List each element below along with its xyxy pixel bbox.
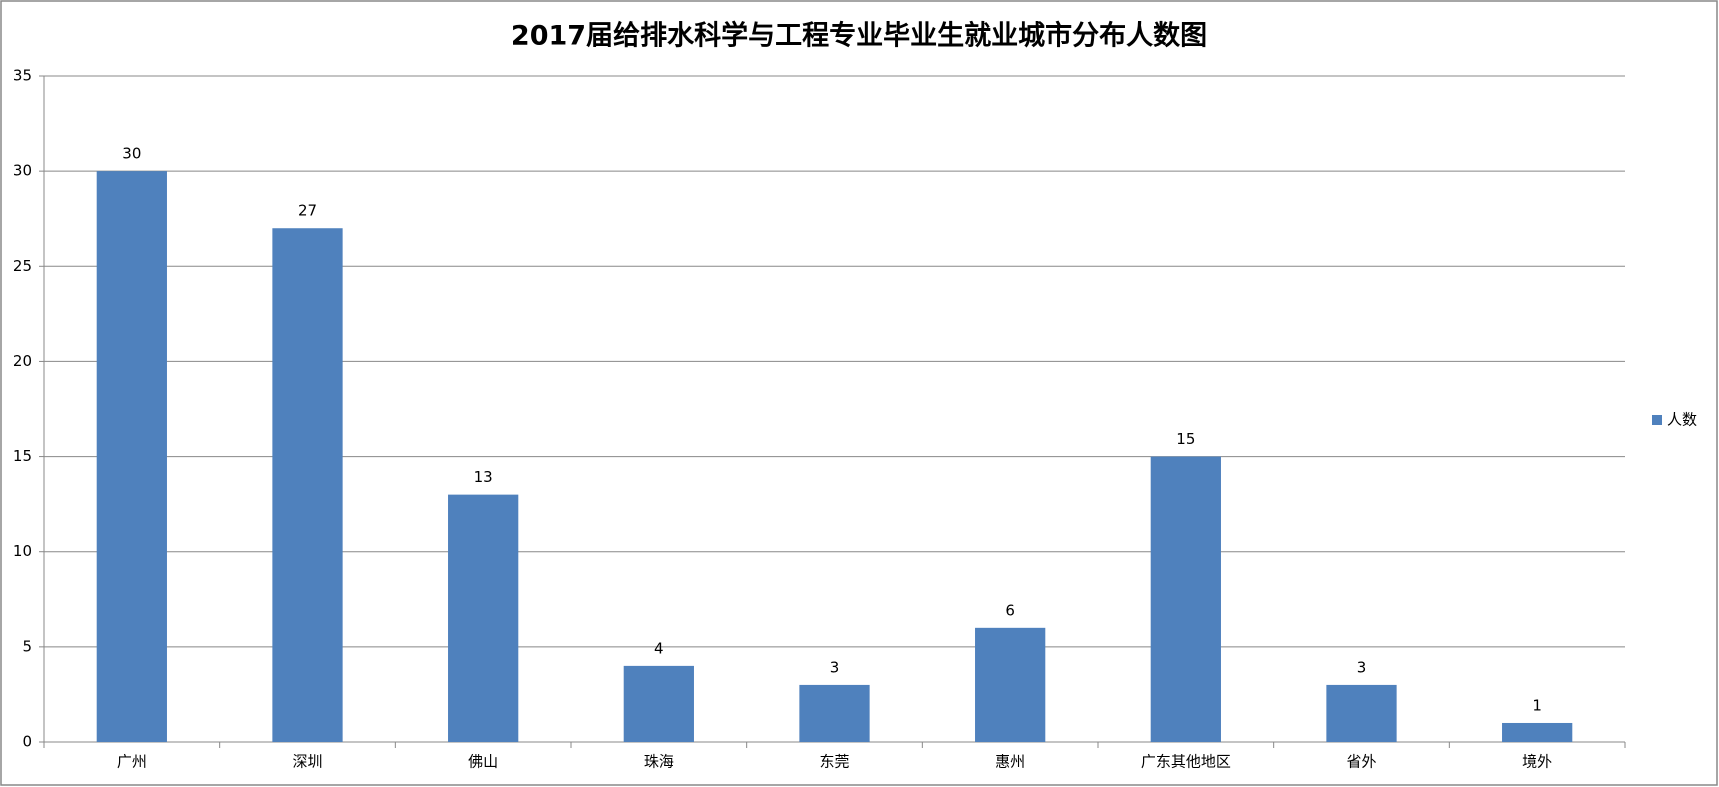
data-label: 15 — [1176, 430, 1195, 448]
legend-swatch — [1652, 415, 1662, 425]
data-label: 30 — [122, 145, 141, 163]
bar — [975, 627, 1046, 742]
bar — [1150, 456, 1221, 742]
bar — [96, 171, 167, 743]
data-label: 27 — [298, 202, 317, 220]
data-label: 4 — [654, 639, 664, 657]
y-tick-label: 30 — [13, 162, 32, 180]
x-tick-label: 佛山 — [468, 753, 498, 771]
x-tick-label: 省外 — [1346, 753, 1376, 771]
y-tick-label: 5 — [22, 637, 32, 655]
data-label: 3 — [830, 658, 840, 676]
y-tick-label: 10 — [13, 542, 32, 560]
data-label: 3 — [1357, 658, 1367, 676]
x-tick-label: 珠海 — [644, 753, 674, 771]
chart-title: 2017届给排水科学与工程专业毕业生就业城市分布人数图 — [511, 20, 1207, 52]
bar — [1326, 684, 1397, 742]
bar — [272, 228, 343, 742]
data-label: 13 — [474, 468, 493, 486]
y-tick-label: 0 — [22, 733, 32, 751]
x-tick-label: 广东其他地区 — [1141, 753, 1231, 771]
x-tick-label: 广州 — [117, 753, 147, 771]
data-label: 1 — [1532, 696, 1542, 714]
bar — [799, 684, 870, 742]
x-tick-label: 深圳 — [292, 753, 322, 771]
y-tick-label: 25 — [13, 257, 32, 275]
y-tick-label: 35 — [13, 67, 32, 85]
x-tick-label: 东莞 — [819, 753, 849, 771]
x-tick-label: 境外 — [1522, 753, 1552, 771]
bar — [448, 494, 519, 742]
y-tick-label: 20 — [13, 352, 32, 370]
bar — [1502, 722, 1573, 742]
legend-label: 人数 — [1667, 411, 1697, 429]
x-tick-label: 惠州 — [995, 753, 1025, 771]
y-tick-label: 15 — [13, 447, 32, 465]
data-label: 6 — [1005, 601, 1015, 619]
bar — [623, 665, 694, 742]
